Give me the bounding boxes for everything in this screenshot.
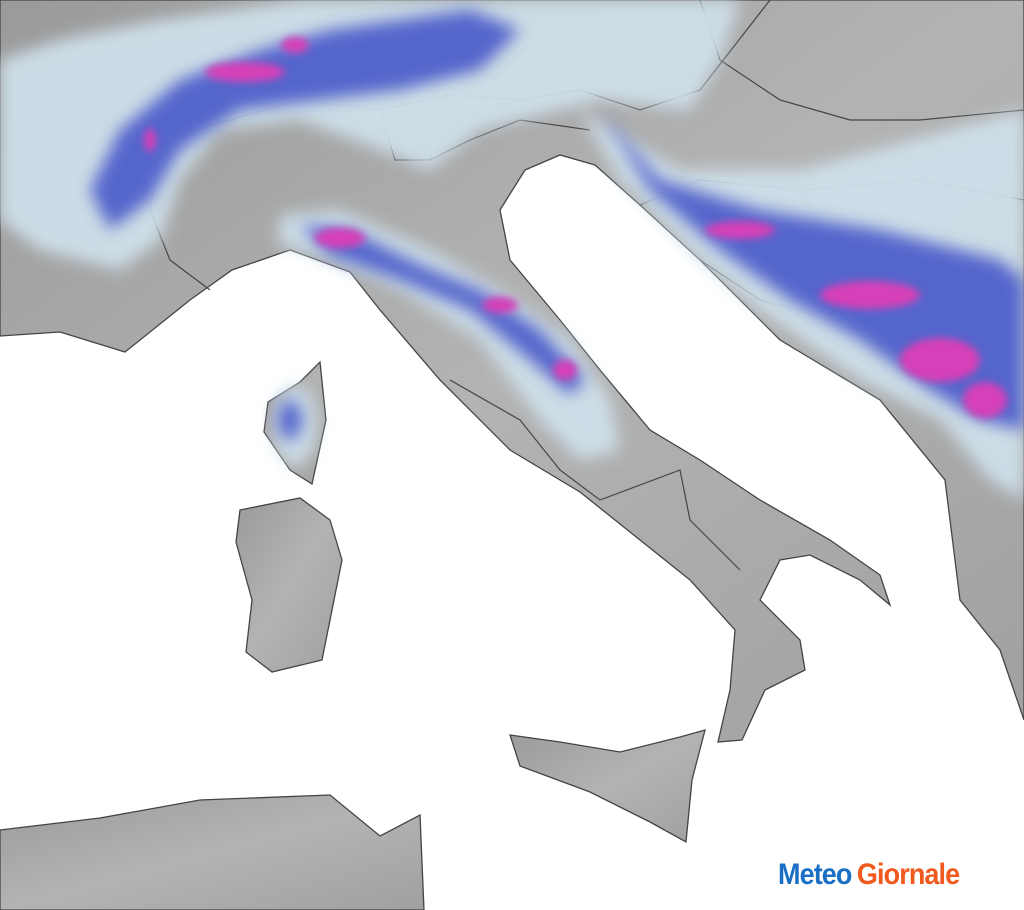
logo-meteo: Meteo xyxy=(778,858,852,891)
north-africa xyxy=(0,794,425,910)
sardinia xyxy=(235,497,343,673)
logo-giornale: Giornale xyxy=(856,858,960,891)
sicily xyxy=(509,729,706,844)
meteogiornale-logo: Meteo Giornale xyxy=(778,858,960,892)
snow-heavy xyxy=(144,37,1007,418)
